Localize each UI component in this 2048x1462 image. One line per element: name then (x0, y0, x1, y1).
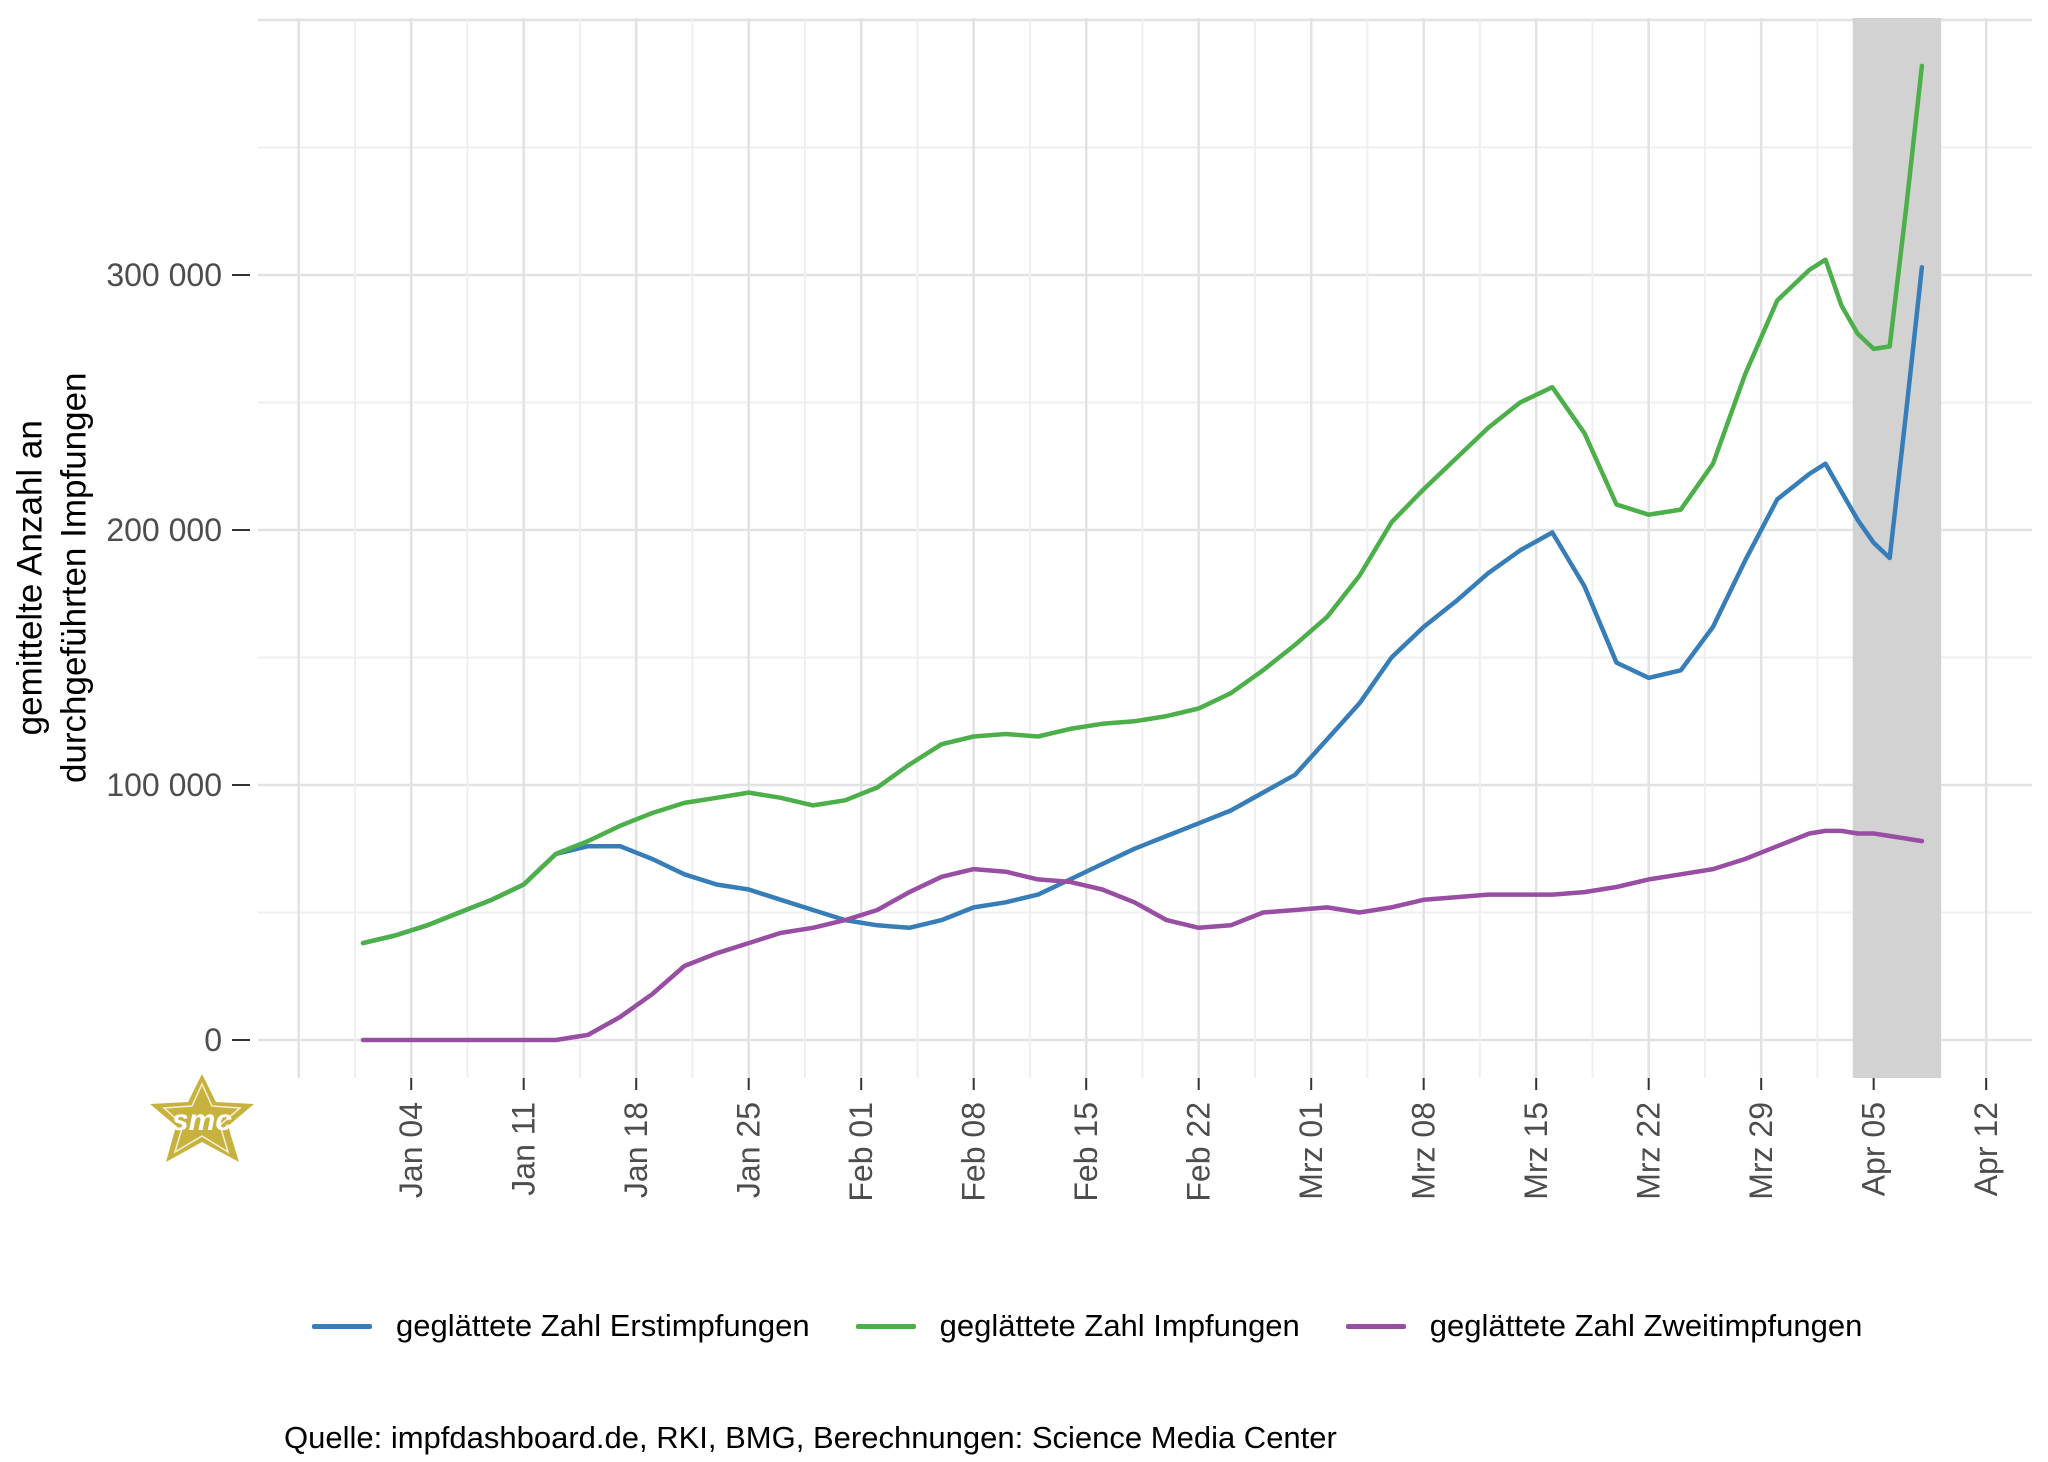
y-axis-tick-label: 300 000 (106, 257, 222, 293)
x-axis-tick-label: Mrz 08 (1406, 1102, 1442, 1200)
x-axis-tick-label: Jan 18 (618, 1102, 654, 1198)
y-axis-title: gemittelte Anzahl an durchgeführten Impf… (8, 298, 96, 858)
legend-label-zweitimpfungen: geglättete Zahl Zweitimpfungen (1429, 1308, 1863, 1343)
series-line-zweitimpfungen (360, 828, 1925, 1043)
y-axis-tick-label: 200 000 (106, 512, 222, 548)
x-axis-tick-label: Apr 12 (1968, 1102, 2004, 1196)
series-line-erstimpfungen (360, 265, 1925, 946)
x-axis-tick-label: Mrz 01 (1293, 1102, 1329, 1200)
x-axis-tick-label: Jan 25 (731, 1102, 767, 1198)
smc-logo-star (150, 1074, 254, 1162)
y-axis-tick-label: 0 (204, 1022, 222, 1058)
legend-key-line-purple-icon (1345, 1323, 1406, 1329)
smc-logo-star-inner (162, 1082, 242, 1154)
x-axis-tick-label: Mrz 15 (1518, 1102, 1554, 1200)
x-axis-tick-label: Feb 22 (1181, 1102, 1217, 1202)
x-axis-tick-label: Feb 08 (956, 1102, 992, 1202)
y-axis-tick-label: 100 000 (106, 767, 222, 803)
x-axis-tick-label: Mrz 29 (1743, 1102, 1779, 1200)
x-axis-tick-label: Jan 11 (506, 1102, 542, 1196)
legend-item-zweitimpfungen: geglättete Zahl Zweitimpfungen (1345, 1308, 1863, 1344)
chart-legend: geglättete Zahl Erstimpfungen geglättete… (312, 1300, 2048, 1352)
smc-logo: smc (150, 1074, 254, 1162)
y-axis-title-line2: durchgeführten Impfungen (54, 372, 93, 784)
legend-key-line-blue-icon (312, 1323, 372, 1329)
x-axis-tick-label: Mrz 22 (1631, 1102, 1667, 1200)
x-axis-tick-label: Jan 04 (393, 1102, 429, 1198)
legend-item-erstimpfungen: geglättete Zahl Erstimpfungen (312, 1308, 810, 1344)
source-attribution: Quelle: impfdashboard.de, RKI, BMG, Bere… (284, 1420, 1337, 1455)
legend-item-impfungen: geglättete Zahl Impfungen (855, 1308, 1300, 1344)
x-axis-tick-label: Feb 15 (1068, 1102, 1104, 1202)
legend-label-erstimpfungen: geglättete Zahl Erstimpfungen (396, 1308, 810, 1343)
series-line-impfungen (360, 63, 1925, 946)
y-axis-title-line1: gemittelte Anzahl an (10, 420, 50, 736)
x-axis-tick-label: Apr 05 (1856, 1102, 1892, 1196)
legend-key-line-green-icon (855, 1323, 916, 1329)
smc-logo-text: smc (172, 1104, 232, 1137)
x-axis-tick-label: Feb 01 (843, 1102, 879, 1202)
legend-label-impfungen: geglättete Zahl Impfungen (939, 1308, 1300, 1343)
highlight-band-recent-data (1852, 18, 1942, 1078)
